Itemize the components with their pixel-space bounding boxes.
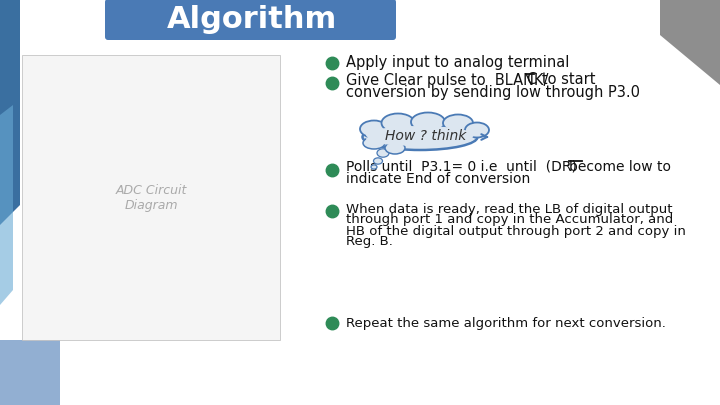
Text: conversion by sending low through P3.0: conversion by sending low through P3.0 (346, 85, 640, 100)
Ellipse shape (465, 122, 489, 138)
Text: How ? think: How ? think (385, 129, 467, 143)
Ellipse shape (377, 149, 389, 157)
Ellipse shape (362, 124, 477, 150)
Text: Reg. B.: Reg. B. (346, 235, 393, 249)
Polygon shape (660, 0, 720, 85)
Ellipse shape (363, 137, 385, 149)
Ellipse shape (385, 142, 405, 154)
Text: HB of the digital output through port 2 and copy in: HB of the digital output through port 2 … (346, 224, 686, 237)
Text: indicate End of conversion: indicate End of conversion (346, 172, 530, 186)
Ellipse shape (382, 113, 415, 132)
Text: Algorithm: Algorithm (167, 4, 337, 34)
Text: through port 1 and copy in the Accumulator, and: through port 1 and copy in the Accumulat… (346, 213, 673, 226)
Ellipse shape (366, 132, 474, 146)
Ellipse shape (411, 113, 445, 132)
Text: C to start: C to start (526, 72, 595, 87)
FancyBboxPatch shape (22, 55, 280, 340)
Polygon shape (0, 105, 13, 305)
Text: Polls until  P3.1= 0 i.e  until  (DR): Polls until P3.1= 0 i.e until (DR) (346, 160, 577, 174)
Ellipse shape (374, 158, 382, 164)
Ellipse shape (371, 165, 377, 169)
Text: Repeat the same algorithm for next conversion.: Repeat the same algorithm for next conve… (346, 316, 666, 330)
Ellipse shape (443, 115, 473, 132)
Text: Give Clear pulse to  BLANK/: Give Clear pulse to BLANK/ (346, 72, 549, 87)
Text: become low to: become low to (569, 160, 671, 174)
Ellipse shape (366, 126, 474, 144)
Text: ADC Circuit
Diagram: ADC Circuit Diagram (115, 184, 186, 212)
FancyBboxPatch shape (105, 0, 396, 40)
Text: When data is ready, read the LB of digital output: When data is ready, read the LB of digit… (346, 202, 672, 215)
Polygon shape (0, 0, 20, 225)
Text: Apply input to analog terminal: Apply input to analog terminal (346, 55, 570, 70)
FancyBboxPatch shape (0, 340, 60, 405)
Ellipse shape (360, 121, 388, 138)
